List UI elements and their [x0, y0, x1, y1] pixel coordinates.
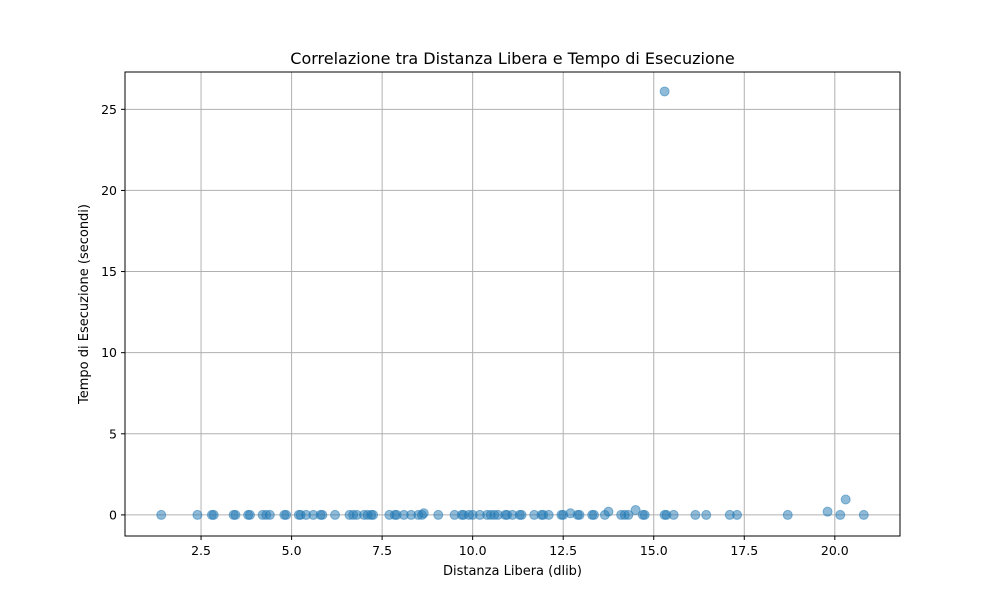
scatter-point: [192, 509, 203, 520]
x-tick-label: 12.5: [549, 543, 577, 558]
scatter-point: [623, 509, 634, 520]
y-tick-label: 0: [109, 507, 117, 522]
scatter-point: [659, 86, 670, 97]
scatter-point: [433, 509, 444, 520]
scatter-point: [368, 509, 379, 520]
scatter-point: [543, 509, 554, 520]
x-tick-label: 5.0: [282, 543, 302, 558]
x-tick-label: 17.5: [730, 543, 758, 558]
x-tick-label: 20.0: [821, 543, 849, 558]
y-tick-label: 15: [101, 264, 117, 279]
scatter-point: [244, 509, 255, 520]
x-tick-label: 15.0: [640, 543, 668, 558]
scatter-point: [603, 506, 614, 517]
plot-frame: [124, 71, 901, 537]
chart-title: Correlazione tra Distanza Libera e Tempo…: [290, 49, 734, 68]
scatter-point: [822, 506, 833, 517]
x-tick-label: 2.5: [191, 543, 211, 558]
scatter-point: [230, 509, 241, 520]
scatter-point: [418, 508, 429, 519]
grid-lines: [125, 72, 900, 536]
scatter-point: [588, 509, 599, 520]
scatter-point: [835, 509, 846, 520]
data-points: [156, 86, 869, 520]
scatter-point: [782, 509, 793, 520]
scatter-point: [639, 509, 650, 520]
scatter-point: [330, 509, 341, 520]
scatter-point: [840, 494, 851, 505]
x-axis-title: Distanza Libera (dlib): [443, 564, 582, 579]
scatter-point: [156, 509, 167, 520]
scatter-point: [574, 509, 585, 520]
y-axis-title: Tempo di Esecuzione (secondi): [77, 204, 92, 405]
x-tick-label: 7.5: [372, 543, 392, 558]
scatter-point: [317, 509, 328, 520]
scatter-point: [732, 509, 743, 520]
y-tick-label: 25: [101, 102, 117, 117]
scatter-point: [281, 509, 292, 520]
y-tick-label: 20: [101, 183, 117, 198]
scatter-point: [668, 509, 679, 520]
scatter-point: [264, 509, 275, 520]
scatter-point: [630, 505, 641, 516]
scatter-point: [858, 509, 869, 520]
scatter-point: [516, 509, 527, 520]
axis-ticks: 2.5 5.0 7.5 10.0 12.5 15.0 17.5 20.0 0 5 10 15 20 25: [101, 102, 849, 558]
scatter-point: [690, 509, 701, 520]
y-tick-label: 10: [101, 345, 117, 360]
y-tick-label: 5: [109, 426, 117, 441]
scatter-point: [208, 509, 219, 520]
x-tick-label: 10.0: [459, 543, 487, 558]
scatter-point: [701, 509, 712, 520]
